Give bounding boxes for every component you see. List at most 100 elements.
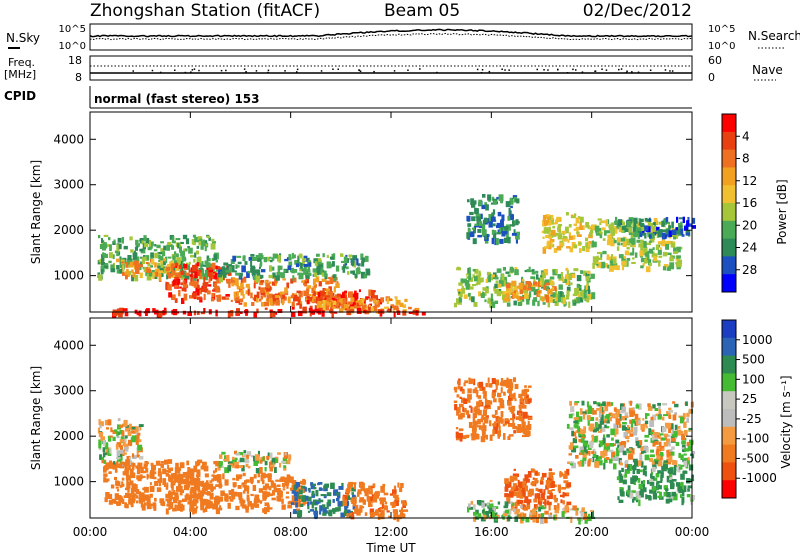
heatmap-cell (116, 459, 122, 462)
heatmap-cell (548, 296, 553, 303)
heatmap-cell (626, 220, 632, 228)
heatmap-cell (686, 441, 690, 447)
heatmap-cell (356, 258, 359, 266)
heatmap-cell (671, 429, 674, 435)
heatmap-cell (271, 266, 275, 271)
heatmap-cell (239, 275, 242, 279)
heatmap-cell (631, 418, 636, 424)
heatmap-cell (162, 468, 167, 475)
heatmap-cell (547, 484, 551, 489)
heatmap-cell (227, 502, 231, 509)
heatmap-cell (487, 377, 490, 383)
heatmap-cell (204, 288, 209, 293)
heatmap-cell (291, 490, 296, 494)
heatmap-cell (286, 474, 291, 478)
heatmap-cell (188, 496, 191, 501)
heatmap-cell (650, 473, 653, 479)
heatmap-cell (261, 302, 266, 307)
heatmap-cell (671, 229, 677, 236)
heatmap-cell (664, 436, 667, 441)
heatmap-cell (543, 284, 547, 290)
heatmap-cell (132, 465, 135, 470)
heatmap-cell (457, 288, 462, 292)
heatmap-cell (116, 503, 120, 506)
heatmap-cell (524, 385, 527, 388)
heatmap-cell (565, 267, 569, 271)
heatmap-cell (379, 507, 384, 510)
heatmap-cell (628, 225, 633, 233)
heatmap-cell (121, 477, 125, 481)
heatmap-cell (632, 458, 638, 463)
heatmap-cell (154, 480, 159, 486)
heatmap-cell (186, 482, 191, 485)
heatmap-cell (627, 490, 630, 495)
heatmap-cell (597, 251, 602, 255)
heatmap-cell (602, 426, 606, 432)
heatmap-cell (317, 291, 321, 298)
heatmap-cell (509, 476, 515, 483)
heatmap-cell (633, 464, 637, 471)
heatmap-cell (204, 244, 207, 252)
heatmap-cell (508, 481, 512, 488)
heatmap-cell (630, 426, 634, 433)
heatmap-cell (550, 482, 555, 488)
heatmap-cell (467, 414, 471, 419)
heatmap-cell (573, 417, 579, 420)
heatmap-cell (104, 244, 110, 247)
colorbar-swatch (722, 391, 736, 410)
heatmap-cell (579, 221, 582, 227)
colorbar-swatch (722, 274, 736, 293)
heatmap-cell (618, 499, 624, 503)
heatmap-cell (504, 297, 509, 301)
heatmap-cell (551, 287, 555, 290)
heatmap-cell (629, 433, 634, 437)
heatmap-cell (108, 237, 111, 241)
heatmap-cell (177, 242, 180, 249)
heatmap-cell (485, 286, 489, 291)
heatmap-cell (300, 503, 304, 507)
heatmap-cell (477, 234, 482, 238)
heatmap-cell (632, 469, 635, 475)
heatmap-cell (539, 488, 543, 493)
heatmap-cell (626, 259, 629, 267)
heatmap-cell (225, 294, 230, 297)
heatmap-cell (553, 248, 558, 253)
heatmap-cell (599, 442, 603, 447)
heatmap-cell (105, 492, 110, 497)
heatmap-cell (197, 481, 200, 489)
heatmap-cell (328, 276, 332, 280)
heatmap-cell (112, 254, 115, 259)
freq-left-tick-bottom: 8 (75, 71, 82, 84)
heatmap-cell (140, 501, 144, 508)
heatmap-cell (600, 406, 604, 413)
heatmap-cell (180, 270, 185, 276)
heatmap-cell (497, 392, 500, 398)
heatmap-cell (660, 475, 663, 482)
heatmap-cell (349, 497, 353, 500)
heatmap-cell (216, 277, 221, 284)
heatmap-cell (509, 224, 515, 227)
heatmap-cell (326, 492, 332, 497)
heatmap-cell (675, 460, 678, 467)
heatmap-cell (562, 508, 565, 511)
heatmap-cell (247, 289, 250, 296)
heatmap-cell (130, 437, 136, 443)
heatmap-cell (604, 420, 607, 424)
heatmap-cell (228, 283, 231, 288)
heatmap-cell (120, 463, 123, 467)
heatmap-cell (492, 223, 496, 227)
heatmap-cell (212, 503, 217, 510)
heatmap-cell (687, 457, 690, 464)
heatmap-cell (359, 497, 365, 503)
freq-point (625, 72, 628, 74)
heatmap-cell (287, 504, 293, 509)
heatmap-cell (659, 452, 664, 457)
freq-point (407, 69, 409, 71)
heatmap-cell (511, 490, 516, 497)
heatmap-cell (511, 280, 517, 286)
heatmap-cell (245, 283, 250, 288)
heatmap-cell (136, 311, 141, 316)
heatmap-cell (579, 446, 584, 453)
heatmap-cell (638, 403, 642, 410)
heatmap-cell (335, 302, 340, 307)
